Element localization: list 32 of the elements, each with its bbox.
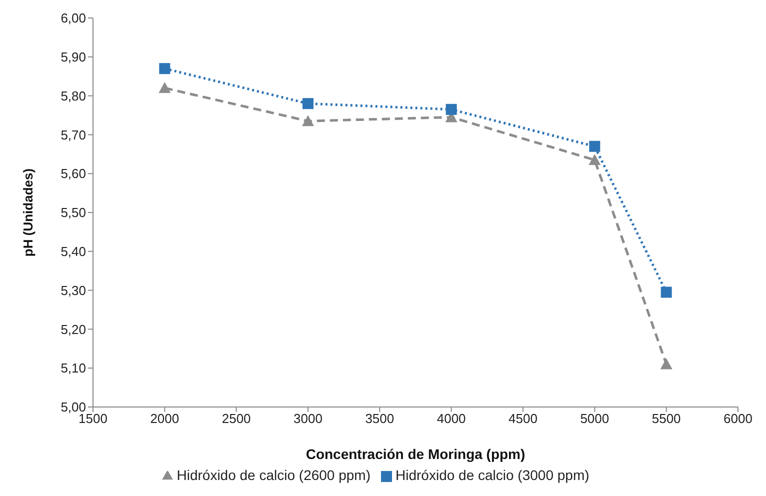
x-tick-label: 5500 [652, 411, 681, 426]
point [588, 154, 601, 165]
y-tick-label: 5,90 [60, 50, 86, 65]
x-tick-label: 4500 [508, 411, 538, 426]
y-tick-label: 5,40 [60, 244, 86, 260]
x-tick-label: 5000 [580, 411, 610, 426]
point [589, 140, 600, 152]
y-tick-label: 5,10 [60, 360, 86, 376]
y-tick-label: 5,30 [60, 282, 86, 298]
point [446, 104, 457, 115]
x-tick-label: 2000 [150, 411, 180, 426]
y-tick-label: 5,60 [60, 166, 86, 182]
x-tick-label: 3500 [365, 411, 394, 426]
x-tick-label: 4000 [436, 411, 466, 426]
point [660, 358, 672, 370]
x-tick-label: 6000 [724, 411, 752, 426]
legend-label: Hidróxido de calcio (2600 ppm) [176, 467, 370, 483]
y-tick-label: 6,00 [60, 10, 86, 26]
x-axis-title: Concentración de Moringa (ppm) [306, 446, 526, 462]
x-tick-label: 3000 [294, 411, 322, 426]
y-tick-label: 5,20 [60, 322, 86, 337]
point [159, 63, 170, 74]
point [302, 115, 314, 126]
legend-label: Hidróxido de calcio (3000 ppm) [396, 467, 590, 483]
point [158, 82, 171, 94]
point [302, 98, 314, 110]
y-tick-label: 5,50 [60, 205, 86, 220]
point [660, 286, 672, 298]
y-tick-label: 5,80 [60, 88, 86, 104]
y-tick-label: 5,70 [60, 127, 86, 142]
x-tick-label: 2500 [222, 411, 251, 426]
y-axis-title: pH (Unidades) [20, 168, 36, 257]
